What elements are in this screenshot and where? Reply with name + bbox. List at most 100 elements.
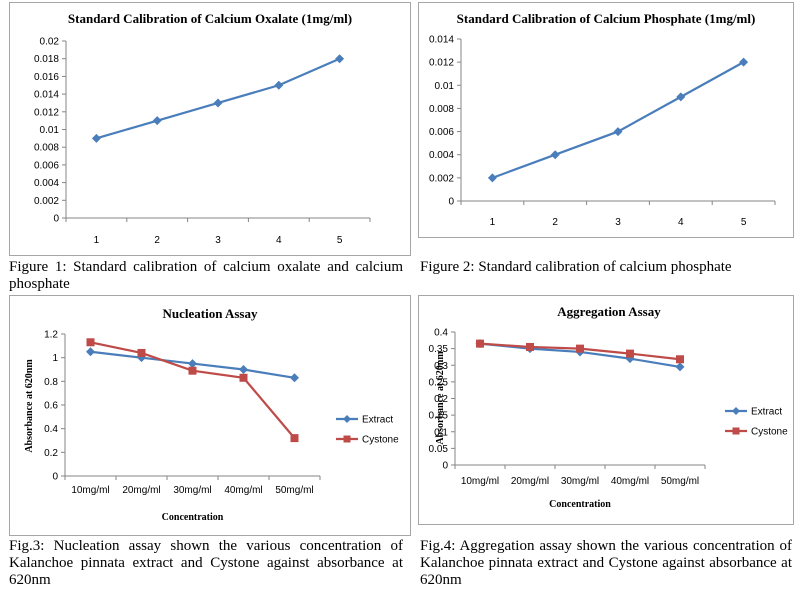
c1-y-tick-label: 0.006 xyxy=(34,160,59,171)
c1-series-1-point xyxy=(152,116,162,126)
chart-4-svg: Aggregation Assay 0 0.05 0.1 0.15 0.2 0.25 0.3 0… xyxy=(429,304,789,510)
c4-y-axis-title: Absorbance at 620nm xyxy=(435,351,446,445)
c4-series-2-point xyxy=(626,349,634,358)
c4-title: Aggregation Assay xyxy=(557,304,661,319)
c4-y-tick-label: 0.15 xyxy=(429,411,449,422)
c3-y-tick-label: 0.8 xyxy=(44,377,58,388)
c3-x-tick-label: 40mg/ml xyxy=(224,485,262,496)
figure-3-caption: Fig.3: Nucleation assay shown the variou… xyxy=(9,538,403,588)
c4-x-tick-label: 10mg/ml xyxy=(461,476,499,487)
c4-y-tick-label: 0.25 xyxy=(429,377,449,388)
c4-legend-label: Cystone xyxy=(751,427,788,438)
c4-y-tick-label: 0.35 xyxy=(429,344,449,355)
c3-y-tick-label: 1 xyxy=(52,353,58,364)
c3-series-2-point xyxy=(239,373,248,382)
c4-x-tick-label: 50mg/ml xyxy=(661,476,699,487)
chart-panel-2: Standard Calibration of Calcium Phosphat… xyxy=(418,2,794,238)
c1-series-1-point xyxy=(91,133,101,143)
c4-y-tick-label: 0.2 xyxy=(434,394,448,405)
c1-x-tick-label: 2 xyxy=(154,235,160,246)
c3-x-tick-label: 20mg/ml xyxy=(122,485,160,496)
c4-legend-marker xyxy=(732,427,740,435)
c2-series-1-point xyxy=(676,92,686,102)
c3-x-tick-label: 10mg/ml xyxy=(71,485,109,496)
c1-y-tick-label: 0.014 xyxy=(34,90,59,101)
c2-x-tick-label: 5 xyxy=(741,217,747,228)
c1-y-tick-label: 0.002 xyxy=(34,196,59,207)
c1-y-tick-label: 0.016 xyxy=(34,72,59,83)
c4-x-tick-label: 40mg/ml xyxy=(611,476,649,487)
c2-y-tick-label: 0.006 xyxy=(429,127,454,138)
c2-title: Standard Calibration of Calcium Phosphat… xyxy=(457,11,756,26)
c2-series-1-point xyxy=(739,57,749,67)
c2-series-1-point xyxy=(550,150,560,160)
c3-title: Nucleation Assay xyxy=(163,306,258,321)
c1-y-tick-label: 0.02 xyxy=(40,37,60,48)
c4-y-tick-label: 0 xyxy=(442,461,448,472)
c2-x-tick-label: 4 xyxy=(678,217,684,228)
c3-y-tick-label: 0.6 xyxy=(44,401,58,412)
c2-y-tick-label: 0.008 xyxy=(429,104,454,115)
c2-x-tick-label: 3 xyxy=(615,217,621,228)
c4-legend-label: Extract xyxy=(751,407,782,418)
c1-y-tick-label: 0.004 xyxy=(34,178,59,189)
c2-y-tick-label: 0.004 xyxy=(429,150,454,161)
c4-series-2-point xyxy=(676,355,684,364)
figure-1-caption: Figure 1: Standard calibration of calciu… xyxy=(9,259,403,292)
c4-x-tick-label: 30mg/ml xyxy=(561,476,599,487)
chart-3-svg: Nucleation Assay 0 0.2 0.4 0.6 0.8 1 1.2 10mg/ml… xyxy=(24,306,399,523)
c4-y-tick-label: 0.1 xyxy=(434,427,448,438)
c2-x-tick-label: 2 xyxy=(552,217,558,228)
c4-x-tick-label: 20mg/ml xyxy=(511,476,549,487)
c1-y-tick-label: 0 xyxy=(53,214,59,225)
c2-y-tick-label: 0.01 xyxy=(435,81,455,92)
c1-series-1-point xyxy=(213,98,223,108)
c3-series-2-point xyxy=(86,338,95,347)
c4-series-1-point xyxy=(675,362,685,372)
c2-y-tick-label: 0.002 xyxy=(429,173,454,184)
c2-y-tick-label: 0.014 xyxy=(429,35,454,46)
c3-legend-label: Extract xyxy=(362,415,393,426)
c2-series-1-point xyxy=(613,127,623,137)
c3-legend-marker xyxy=(343,415,351,423)
chart-panel-4: Aggregation Assay 0 0.05 0.1 0.15 0.2 0.25 0.3 0… xyxy=(418,295,794,525)
c1-y-tick-label: 0.008 xyxy=(34,143,59,154)
c1-x-tick-label: 3 xyxy=(215,235,221,246)
c3-series-1-point xyxy=(137,353,146,363)
c3-x-axis-title: Concentration xyxy=(162,512,224,523)
c3-y-tick-label: 0 xyxy=(52,472,58,483)
c1-series-1-point xyxy=(274,80,284,90)
c3-legend-marker xyxy=(343,435,351,443)
c2-series-1-point xyxy=(487,173,497,183)
c1-x-tick-label: 5 xyxy=(337,235,343,246)
c4-y-tick-label: 0.4 xyxy=(434,328,448,339)
c1-x-tick-label: 1 xyxy=(94,235,100,246)
c3-x-tick-label: 30mg/ml xyxy=(173,485,211,496)
c3-series-1-point xyxy=(188,359,197,369)
c3-series-2-line xyxy=(90,341,296,439)
c2-y-tick-label: 0.012 xyxy=(429,58,454,69)
c2-y-tick-label: 0 xyxy=(448,197,454,208)
c2-series-1-line xyxy=(492,61,745,179)
c3-y-tick-label: 1.2 xyxy=(44,330,58,341)
c1-title: Standard Calibration of Calcium Oxalate … xyxy=(68,11,352,26)
c3-series-2-point xyxy=(290,434,299,443)
c3-series-1-point xyxy=(290,373,299,383)
c1-series-1-point xyxy=(335,54,345,64)
chart-1-svg: Standard Calibration of Calcium Oxalate … xyxy=(34,11,371,246)
c1-y-tick-label: 0.01 xyxy=(40,125,60,136)
chart-panel-1: Standard Calibration of Calcium Oxalate … xyxy=(9,2,411,256)
c1-y-tick-label: 0.012 xyxy=(34,107,59,118)
c3-y-tick-label: 0.2 xyxy=(44,448,58,459)
c3-y-axis-title: Absorbance at 620nm xyxy=(24,359,35,453)
c3-series-1-point xyxy=(86,347,95,357)
c4-series-2-point xyxy=(476,339,484,348)
c3-series-1-point xyxy=(239,365,248,374)
c3-x-tick-label: 50mg/ml xyxy=(275,485,313,496)
c4-y-tick-label: 0.3 xyxy=(434,361,448,372)
c4-y-tick-label: 0.05 xyxy=(429,444,449,455)
c3-y-tick-label: 0.4 xyxy=(44,424,58,435)
c4-legend-marker xyxy=(732,407,740,415)
chart-2-svg: Standard Calibration of Calcium Phosphat… xyxy=(429,11,776,228)
c4-x-axis-title: Concentration xyxy=(549,499,611,510)
